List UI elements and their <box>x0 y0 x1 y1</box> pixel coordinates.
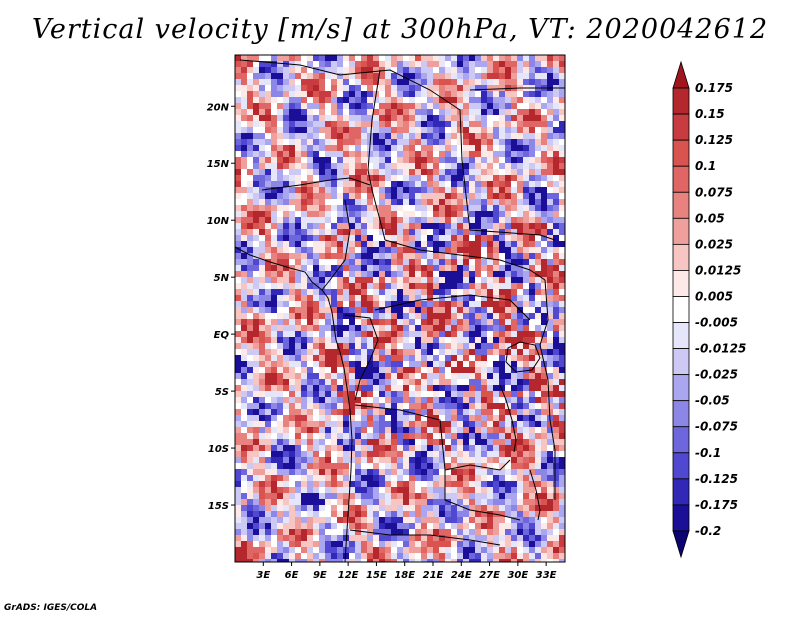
border-car <box>384 239 546 281</box>
border-east <box>539 279 556 500</box>
border-cameroon <box>321 199 351 291</box>
colorbar-swatch <box>672 217 690 245</box>
lat-tick-label: 5N <box>214 273 230 284</box>
plot-title: Vertical velocity [m/s] at 300hPa, VT: 2… <box>31 14 769 45</box>
colorbar-swatch <box>672 478 690 506</box>
lon-tick-label: 30E <box>507 570 528 581</box>
colorbar-label: 0.125 <box>695 133 733 147</box>
colorbar-label: 0.15 <box>695 107 725 121</box>
colorbar-swatch <box>672 348 690 376</box>
lat-tick-label: 15S <box>208 501 229 512</box>
colorbar-swatch <box>672 374 690 402</box>
lat-tick-label: 15N <box>207 159 230 170</box>
colorbar-swatch <box>672 191 690 219</box>
colorbar-swatch <box>672 139 690 167</box>
border-congo <box>344 314 379 401</box>
border-sudan-ethiopia <box>469 87 565 91</box>
colorbar-swatch <box>672 87 690 115</box>
lon-tick-label: 33E <box>536 570 557 581</box>
colorbar-label: -0.2 <box>695 524 721 538</box>
lat-tick-label: 10N <box>207 216 230 227</box>
colorbar-label: 0.025 <box>695 237 733 251</box>
lon-tick-label: 27E <box>479 570 500 581</box>
colorbar-label: 0.1 <box>695 159 716 173</box>
colorbar-label: -0.075 <box>695 420 738 434</box>
lake-victoria <box>505 341 541 373</box>
colorbar-label: -0.1 <box>695 446 721 460</box>
colorbar-swatch <box>672 243 690 271</box>
colorbar-swatch <box>672 165 690 193</box>
lon-tick-label: 3E <box>256 570 270 581</box>
lon-tick-label: 24E <box>451 570 472 581</box>
colorbar-swatch <box>672 426 690 454</box>
colorbar-label: 0.0125 <box>695 263 741 277</box>
colorbar-swatch <box>672 296 690 323</box>
colorbar-swatch <box>672 530 690 559</box>
lake-tanganyika <box>499 384 517 453</box>
west-africa-coast <box>235 246 353 562</box>
lat-tick-label: 5S <box>215 387 229 398</box>
lon-tick-label: 6E <box>285 570 299 581</box>
colorbar-label: -0.005 <box>695 316 738 330</box>
border-drc-north <box>374 294 531 321</box>
country-borders <box>235 59 565 562</box>
colorbar-label: -0.125 <box>695 472 738 486</box>
border-north <box>239 59 556 241</box>
lon-tick-label: 12E <box>338 570 359 581</box>
colorbar-label: -0.175 <box>695 498 738 512</box>
colorbar-swatch <box>672 270 690 297</box>
colorbar-swatch <box>672 400 690 428</box>
colorbar-swatch <box>672 322 690 349</box>
latitude-axis: 20N 15N 10N 5N EQ 5S 10S 15S <box>207 102 235 512</box>
colorbar-label: -0.05 <box>695 394 730 408</box>
border-chad <box>367 69 386 241</box>
longitude-axis: 3E 6E 9E 12E 15E 18E 21E 24E 27E 30E 33E <box>256 562 557 581</box>
colorbar-label: -0.0125 <box>695 342 746 356</box>
lat-tick-label: 20N <box>207 102 230 113</box>
lat-tick-label: EQ <box>214 330 230 341</box>
lat-tick-label: 10S <box>208 444 229 455</box>
plot-frame <box>234 54 566 563</box>
lake-malawi <box>529 469 541 521</box>
grads-credit: GrADS: IGES/COLA <box>4 603 98 613</box>
vertical-velocity-field <box>235 55 565 562</box>
colorbar-swatch <box>672 60 690 89</box>
colorbar: 0.175 0.15 0.125 0.1 0.075 0.05 0.025 0.0125 0.0… <box>672 60 746 559</box>
colorbar-label: 0.005 <box>695 289 733 303</box>
border-namibia <box>349 529 501 546</box>
lon-tick-label: 15E <box>366 570 387 581</box>
colorbar-swatch <box>672 504 690 532</box>
colorbar-label: 0.175 <box>695 81 733 95</box>
colorbar-label: 0.05 <box>695 211 725 225</box>
border-angola-zambia <box>444 470 521 521</box>
lon-tick-label: 9E <box>313 570 327 581</box>
lon-tick-label: 18E <box>394 570 415 581</box>
colorbar-label: 0.075 <box>695 185 733 199</box>
border-niger-nigeria <box>261 177 371 191</box>
colorbar-swatch <box>672 113 690 141</box>
colorbar-swatch <box>672 452 690 480</box>
colorbar-label: -0.025 <box>695 368 738 382</box>
lon-tick-label: 21E <box>423 570 444 581</box>
